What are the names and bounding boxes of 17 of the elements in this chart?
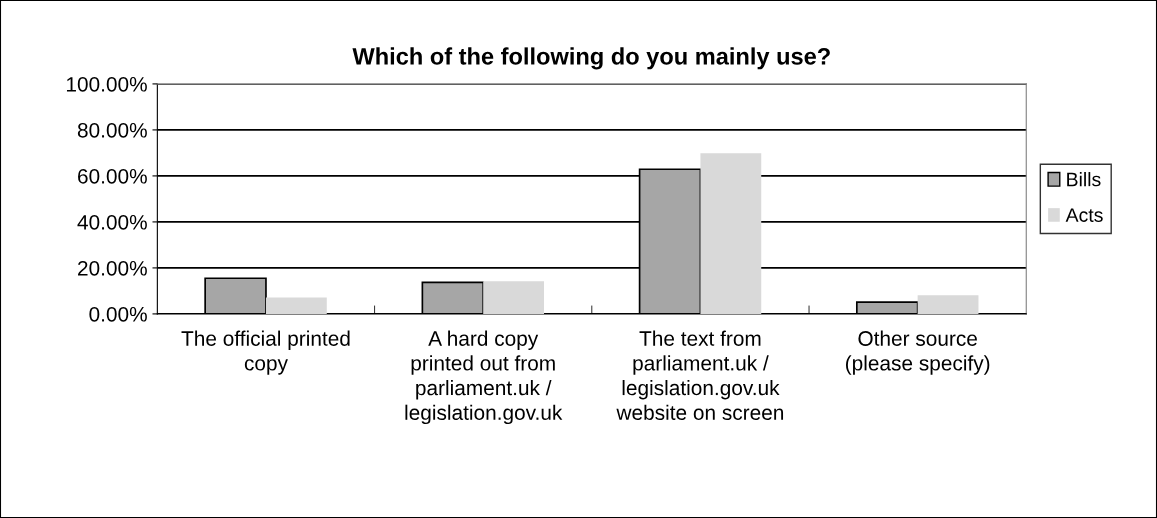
bar	[700, 153, 762, 314]
y-tick-label: 40.00%	[77, 214, 147, 230]
y-tick-label: 0.00%	[89, 306, 147, 322]
x-tick-label: Other source (please specify)	[846, 330, 990, 375]
bar	[917, 295, 979, 314]
bar	[483, 281, 545, 314]
y-tick-label: 60.00%	[78, 168, 147, 184]
x-tick-label: The official printed copy	[181, 330, 350, 375]
y-tick-label: 20.00%	[78, 260, 147, 276]
y-tick-label: 100.00%	[66, 76, 147, 92]
legend-label: Acts	[1065, 208, 1103, 222]
x-tick-label: A hard copy printed out from parliament.uk / legislation.gov.uk	[405, 330, 563, 425]
x-tick-label: The text from parliament.uk / legislation.gov.uk website on screen	[616, 330, 784, 420]
chart-title: Which of the following do you mainly use?	[352, 47, 830, 70]
y-tick-label: 80.00%	[77, 122, 147, 138]
bar	[265, 297, 327, 314]
legend-label: Bills	[1067, 172, 1101, 187]
